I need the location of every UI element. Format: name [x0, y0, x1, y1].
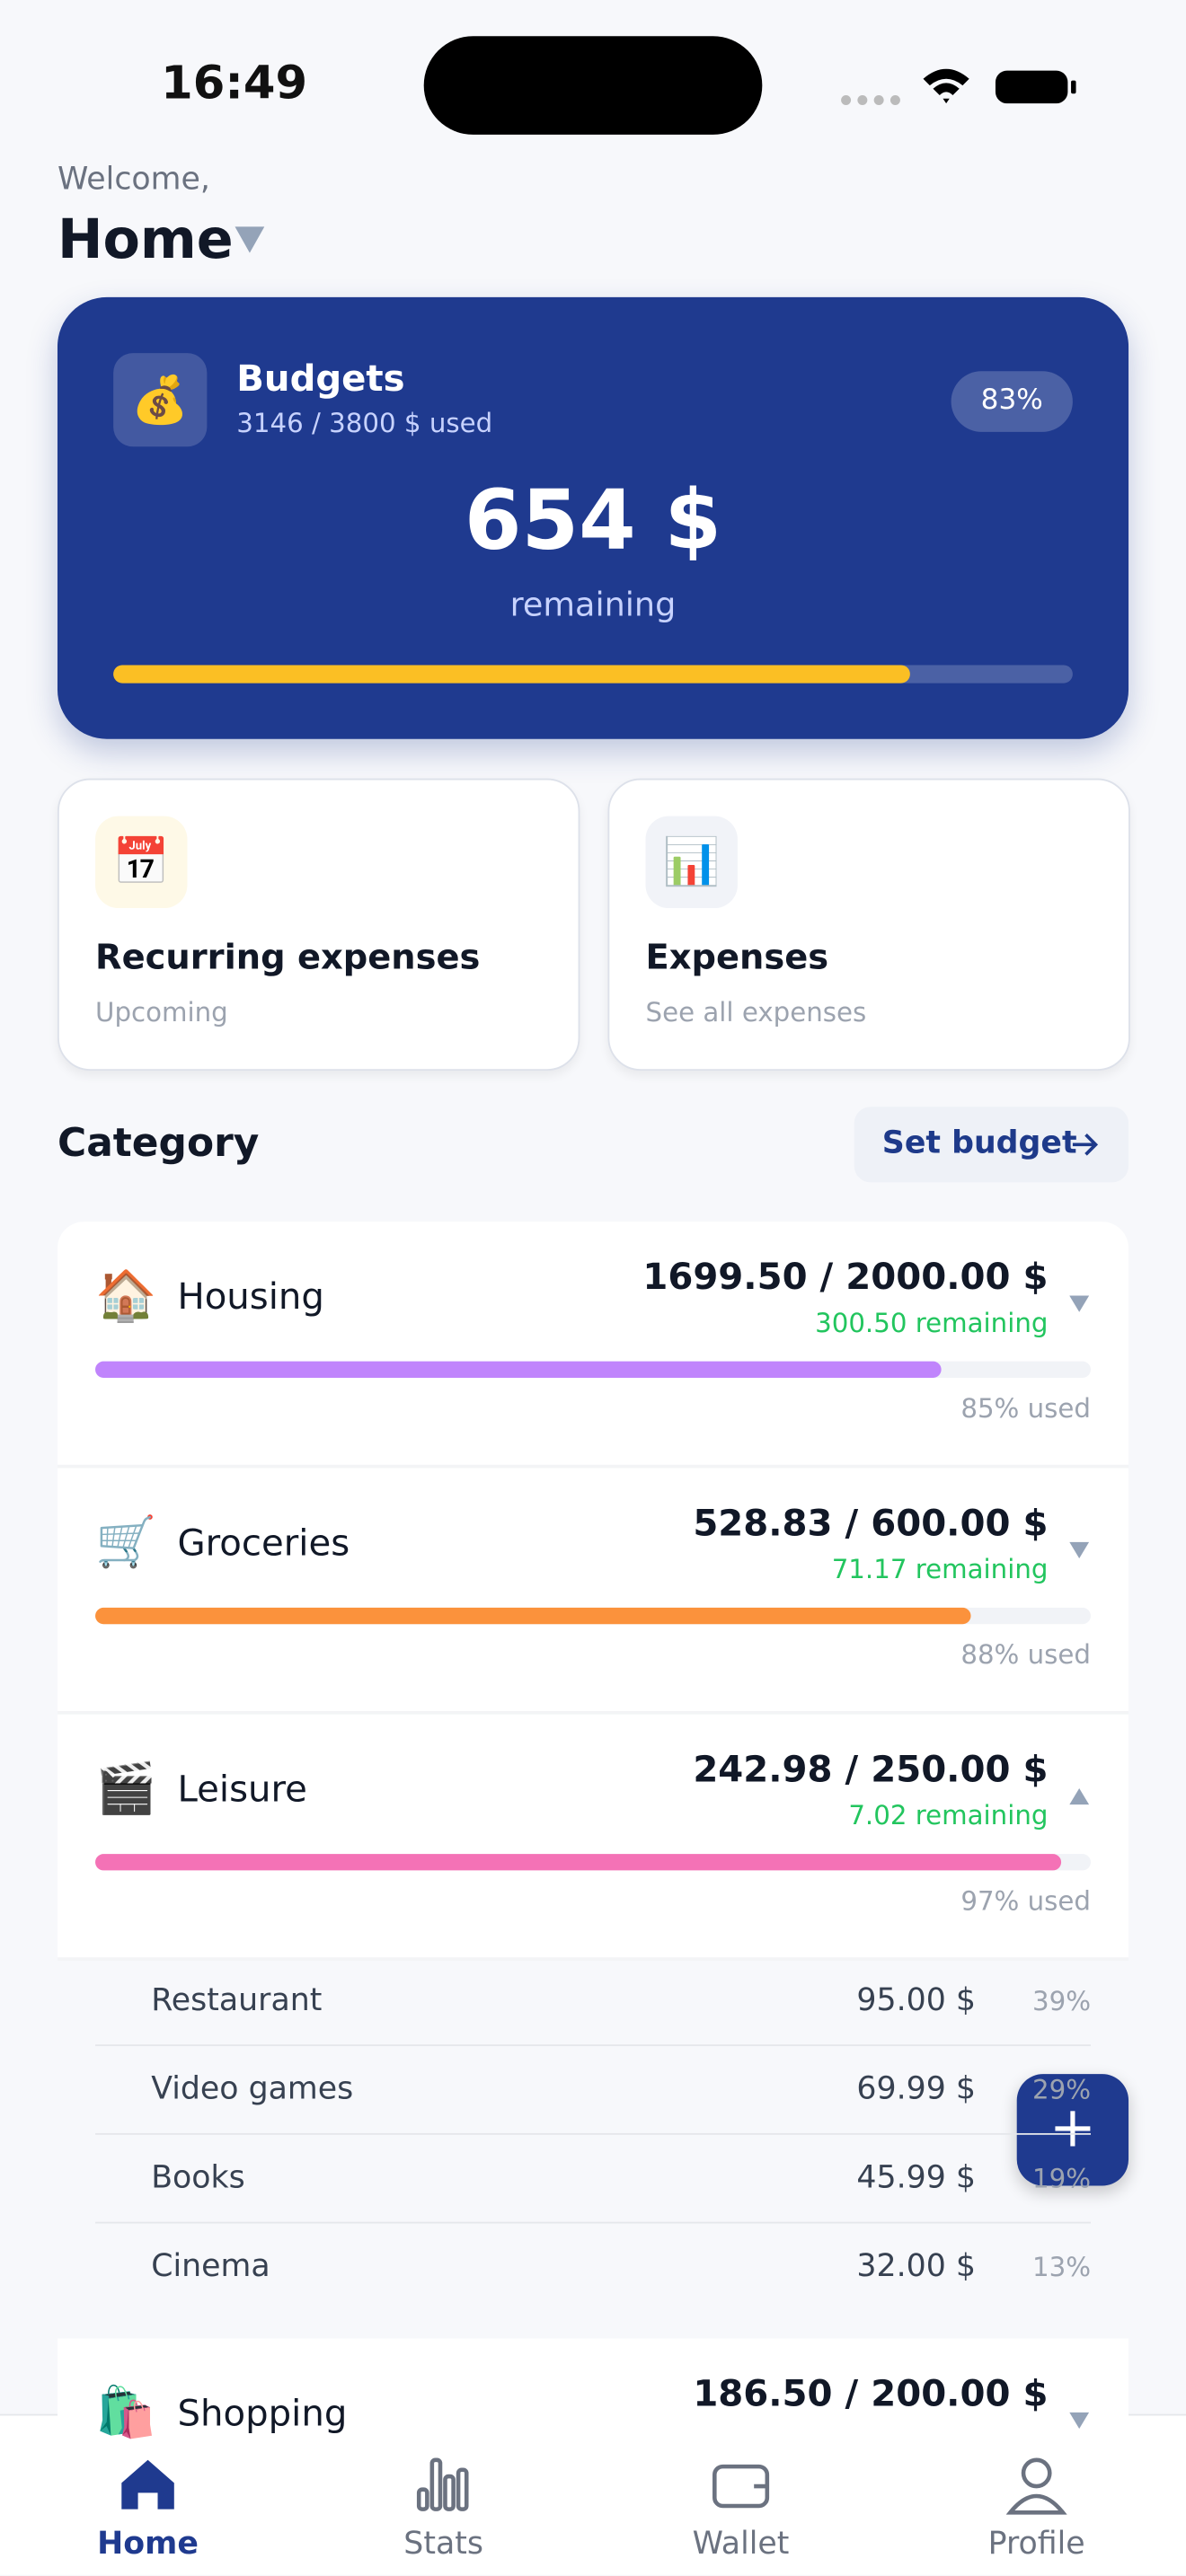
card-title: Recurring expenses [95, 937, 481, 977]
subcategory-name: Restaurant [151, 1981, 323, 2018]
subcategory-percent: 29% [1031, 2074, 1091, 2105]
tab-label[interactable]: Wallet [692, 2525, 790, 2563]
budget-percent: 83% [951, 371, 1073, 432]
dynamic-island [423, 36, 763, 135]
card-title: Expenses [645, 937, 829, 977]
progress-fill [95, 1607, 972, 1625]
subcategory-name: Books [151, 2159, 245, 2196]
budget-icon: 💰 [113, 353, 208, 447]
subcategory-percent: 39% [1031, 1985, 1091, 2017]
category-title: Category [57, 1119, 260, 1167]
remaining-label: remaining [509, 584, 677, 624]
tab-label[interactable]: Home [97, 2525, 199, 2563]
category-amount: 186.50 / 200.00 $ [693, 2374, 1049, 2416]
tab-icon[interactable] [1004, 2453, 1069, 2525]
calendar-icon: 📅 [95, 816, 188, 909]
progress-track [95, 1854, 1091, 1871]
progress-fill [95, 1854, 1061, 1871]
divider [95, 2044, 1091, 2047]
category-amount: 528.83 / 600.00 $ [693, 1504, 1049, 1546]
category-row[interactable] [57, 1714, 1129, 1958]
category-used: 88% used [960, 1638, 1091, 1671]
divider [57, 1711, 1129, 1715]
tab-label[interactable]: Profile [987, 2525, 1085, 2563]
budget-used: 3146 / 3800 $ used [236, 407, 493, 439]
tab-icon[interactable] [115, 2453, 181, 2525]
category-name: Leisure [177, 1769, 307, 1812]
category-icon: 🛒 [95, 1513, 157, 1572]
budget-fill [113, 665, 910, 684]
category-remaining: 71.17 remaining [831, 1553, 1049, 1585]
tab-icon[interactable] [411, 2453, 476, 2525]
tab-icon[interactable] [708, 2453, 774, 2525]
status-icons [841, 68, 1076, 106]
progress-fill [95, 1361, 942, 1378]
subcategory-amount: 95.00 $ [856, 1981, 977, 2018]
divider [95, 2132, 1091, 2135]
chevron[interactable] [1069, 2404, 1090, 2436]
category-used: 97% used [960, 1884, 1091, 1917]
subcategory-percent: 13% [1031, 2251, 1091, 2283]
set-budget-label: Set budget [881, 1125, 1077, 1161]
subcategory-amount: 45.99 $ [856, 2159, 977, 2196]
subcategory-amount: 32.00 $ [856, 2247, 977, 2285]
chevron[interactable] [1069, 1780, 1090, 1812]
tab-label[interactable]: Stats [403, 2525, 483, 2563]
chevron[interactable] [1069, 1534, 1090, 1566]
category-name: Shopping [177, 2394, 348, 2436]
divider [95, 2221, 1091, 2224]
category-remaining: 300.50 remaining [815, 1307, 1049, 1339]
expenses-card[interactable] [607, 778, 1130, 1072]
arrow-icon [1072, 1134, 1099, 1156]
category-name: Housing [177, 1277, 324, 1319]
category-row[interactable] [57, 1468, 1129, 1712]
subcategory-percent: 19% [1031, 2162, 1091, 2194]
chevron[interactable] [1069, 1287, 1090, 1319]
category-remaining: 7.02 remaining [848, 1799, 1049, 1831]
divider [57, 1464, 1129, 1469]
card-subtitle: See all expenses [645, 996, 867, 1028]
add-button[interactable]: + [1016, 2074, 1129, 2186]
welcome: Welcome, [57, 161, 210, 198]
dropdown-arrow[interactable] [235, 226, 265, 253]
category-icon: 🏠 [95, 1267, 157, 1326]
progress-track [95, 1607, 1091, 1625]
category-row[interactable] [57, 1222, 1129, 1465]
remaining-amount: 654 $ [464, 472, 722, 569]
category-icon: 🎬 [95, 1760, 157, 1818]
status-time: 16:49 [161, 56, 308, 110]
subcategory-amount: 69.99 $ [856, 2070, 977, 2107]
card-subtitle: Upcoming [95, 996, 228, 1028]
budget-track [113, 665, 1073, 684]
category-used: 85% used [960, 1392, 1091, 1425]
chart-icon: 📊 [645, 816, 738, 909]
budget-title: Budgets [236, 359, 405, 401]
subcategory-name: Cinema [151, 2247, 270, 2285]
progress-track [95, 1361, 1091, 1378]
category-name: Groceries [177, 1523, 350, 1566]
home-title[interactable]: Home [57, 207, 234, 271]
category-row[interactable] [57, 2338, 1129, 2575]
category-amount: 1699.50 / 2000.00 $ [642, 1257, 1049, 1300]
category-icon: 🛍️ [95, 2384, 157, 2442]
subcategory-name: Video games [151, 2070, 354, 2107]
divider [57, 1957, 1129, 1961]
category-amount: 242.98 / 250.00 $ [693, 1750, 1049, 1792]
